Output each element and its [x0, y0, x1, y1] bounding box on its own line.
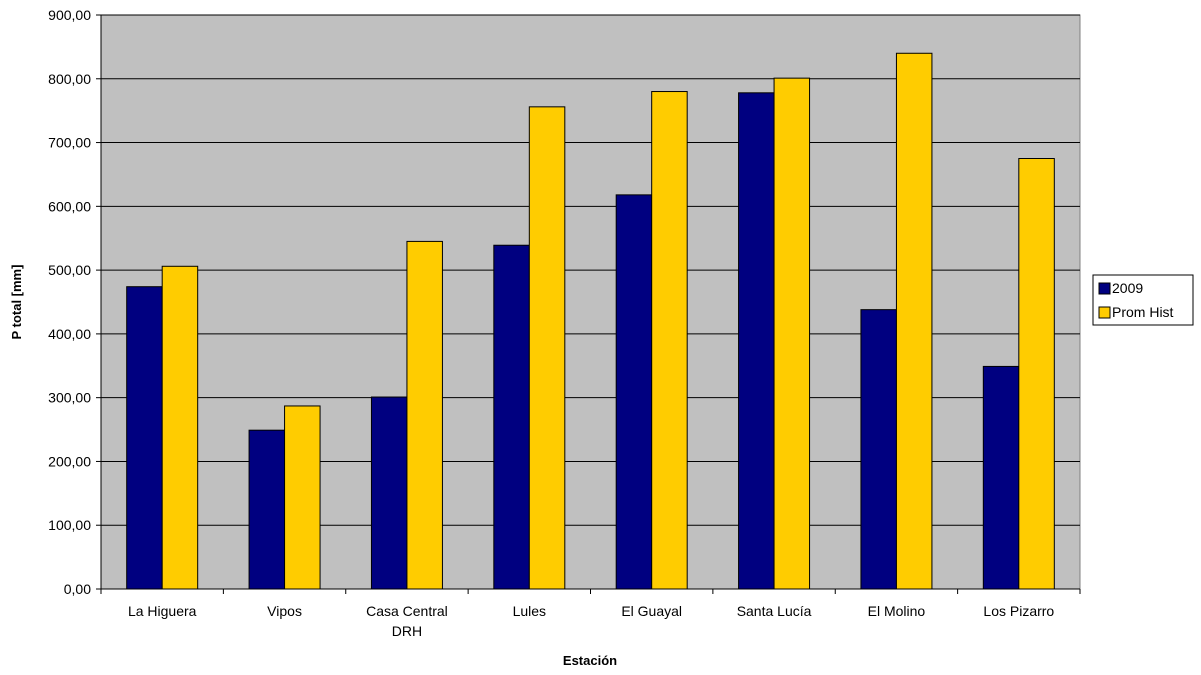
y-tick-label: 0,00	[64, 581, 91, 597]
bar-2009	[738, 92, 775, 590]
y-tick-label: 500,00	[48, 262, 91, 278]
bar-2009	[982, 365, 1020, 590]
bar-2009	[248, 429, 286, 590]
x-axis: La Higuera Vipos Casa Central DRH Lules El Gu…	[100, 588, 1081, 639]
bar-2009	[493, 244, 530, 590]
legend-label: Prom Hist	[1112, 304, 1174, 320]
bar-prom-hist	[1018, 158, 1055, 590]
bar-prom-hist	[284, 405, 321, 590]
bar-prom-hist	[161, 265, 199, 590]
legend-label: 2009	[1112, 280, 1143, 296]
bar-2009	[615, 194, 653, 590]
x-tick-label: Los Pizarro	[983, 603, 1054, 619]
y-axis: 0,00 100,00 200,00 300,00 400,00 500,00 600,00…	[48, 7, 102, 597]
bar-prom-hist	[895, 52, 933, 590]
x-tick-label: La Higuera	[128, 603, 197, 619]
bar-prom-hist	[651, 91, 688, 590]
x-axis-title: Estación	[563, 653, 617, 668]
legend: 2009 Prom Hist	[1092, 274, 1194, 326]
x-tick-label: Vipos	[267, 603, 302, 619]
legend-swatch	[1098, 306, 1111, 319]
y-tick-label: 300,00	[48, 390, 91, 406]
legend-swatch	[1098, 282, 1111, 295]
plot-area	[100, 14, 1081, 590]
bars	[126, 52, 1055, 590]
y-tick-label: 100,00	[48, 517, 91, 533]
y-tick-label: 400,00	[48, 326, 91, 342]
y-axis-title: P total [mm]	[9, 265, 24, 340]
bar-prom-hist	[406, 240, 443, 590]
y-tick-label: 900,00	[48, 7, 91, 23]
x-tick-label: Lules	[513, 603, 546, 619]
x-tick-label: El Molino	[868, 603, 926, 619]
y-tick-label: 600,00	[48, 198, 91, 214]
y-tick-label: 800,00	[48, 71, 91, 87]
bar-prom-hist	[528, 106, 566, 590]
x-tick-label: El Guayal	[621, 603, 682, 619]
bar-2009	[370, 396, 408, 590]
x-tick-label: Casa Central DRH	[366, 603, 448, 639]
bar-2009	[860, 309, 897, 590]
bar-prom-hist	[773, 77, 811, 590]
bar-2009	[126, 286, 163, 590]
x-tick-label: Santa Lucía	[737, 603, 812, 619]
y-tick-label: 200,00	[48, 453, 91, 469]
y-tick-label: 700,00	[48, 135, 91, 151]
